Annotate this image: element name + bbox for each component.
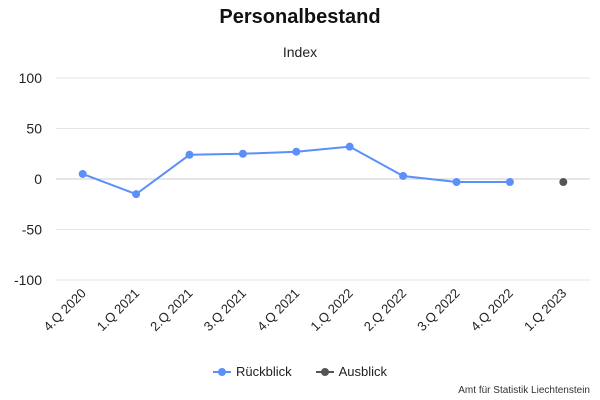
y-tick-label: 100 <box>19 70 43 86</box>
data-point[interactable] <box>452 178 461 187</box>
data-point[interactable] <box>505 178 514 187</box>
y-tick-label: 50 <box>26 121 42 137</box>
x-tick-label: 3.Q 2022 <box>414 286 462 334</box>
legend-item-rueckblick[interactable]: Rückblick <box>212 364 292 379</box>
data-point[interactable] <box>185 150 194 159</box>
x-tick-label: 3.Q 2021 <box>201 286 249 334</box>
chart-title: Personalbestand <box>219 6 381 28</box>
x-tick-label: 4.Q 2022 <box>468 286 516 334</box>
x-tick-label: 1.Q 2023 <box>521 286 569 334</box>
x-axis: 4.Q 2020 1.Q 2021 2.Q 2021 3.Q 2021 4.Q 2021… <box>40 286 569 334</box>
credits: Amt für Statistik Liechtenstein <box>458 385 590 396</box>
x-tick-label: 1.Q 2022 <box>307 286 355 334</box>
data-point[interactable] <box>399 171 408 180</box>
series-layer <box>78 142 568 199</box>
x-tick-label: 4.Q 2021 <box>254 286 302 334</box>
data-point[interactable] <box>238 149 247 158</box>
y-tick-label: -100 <box>14 272 42 288</box>
data-point[interactable] <box>132 190 141 199</box>
legend-swatch-rueckblick <box>212 367 231 377</box>
legend-swatch-ausblick <box>315 367 334 377</box>
data-point[interactable] <box>78 169 87 178</box>
y-tick-label: 0 <box>34 171 42 187</box>
legend: Rückblick Ausblick <box>0 364 600 379</box>
chart-subtitle: Index <box>282 44 318 60</box>
x-tick-label: 2.Q 2022 <box>361 286 409 334</box>
legend-item-ausblick[interactable]: Ausblick <box>315 364 388 379</box>
x-tick-label: 1.Q 2021 <box>94 286 142 334</box>
y-tick-label: -50 <box>22 222 42 238</box>
data-point[interactable] <box>292 147 301 156</box>
y-axis: 100 50 0 -50 -100 <box>14 70 42 288</box>
legend-label-rueckblick: Rückblick <box>235 364 292 379</box>
legend-label-ausblick: Ausblick <box>338 364 388 379</box>
data-point[interactable] <box>559 178 568 187</box>
grid-layer <box>56 77 590 281</box>
data-point[interactable] <box>345 142 354 151</box>
x-tick-label: 4.Q 2020 <box>40 286 88 334</box>
x-tick-label: 2.Q 2021 <box>147 286 195 334</box>
